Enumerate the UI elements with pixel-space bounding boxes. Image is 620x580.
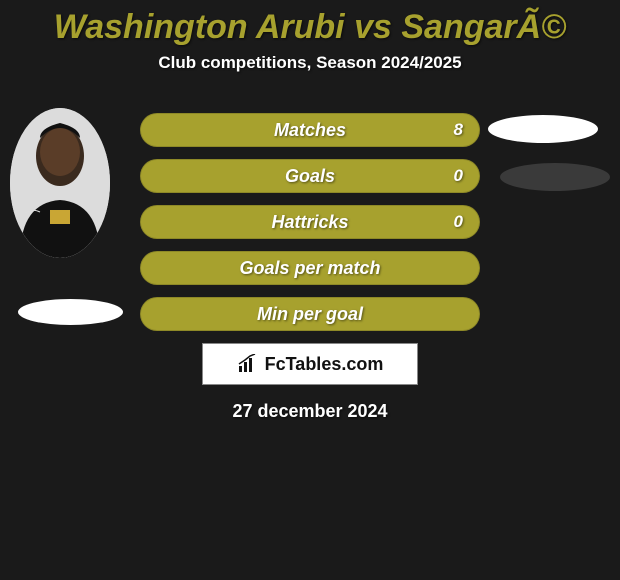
stat-label: Min per goal (257, 304, 363, 325)
comparison-body: Matches 8 Goals 0 Hattricks 0 Goals per … (0, 113, 620, 422)
competition-subtitle: Club competitions, Season 2024/2025 (0, 53, 620, 73)
stat-bar-goals-per-match: Goals per match (140, 251, 480, 285)
avatar-image (10, 108, 110, 258)
stat-label: Goals per match (239, 258, 380, 279)
stat-label: Hattricks (271, 212, 348, 233)
player2-placeholder-2 (500, 163, 610, 191)
player2-name: SangarÃ© (401, 8, 566, 46)
player1-placeholder-bottom (18, 299, 123, 325)
snapshot-date: 27 december 2024 (0, 401, 620, 422)
logo-text: FcTables.com (265, 354, 384, 375)
stat-label: Goals (285, 166, 335, 187)
source-logo[interactable]: FcTables.com (202, 343, 418, 385)
player1-name: Washington Arubi (54, 8, 345, 46)
stat-bars: Matches 8 Goals 0 Hattricks 0 Goals per … (140, 113, 480, 331)
stat-label: Matches (274, 120, 346, 141)
stat-value: 8 (454, 120, 463, 140)
stat-bar-matches: Matches 8 (140, 113, 480, 147)
stat-bar-min-per-goal: Min per goal (140, 297, 480, 331)
stat-value: 0 (454, 166, 463, 186)
comparison-title: Washington Arubi vs SangarÃ© (0, 0, 620, 47)
stat-bar-goals: Goals 0 (140, 159, 480, 193)
player2-placeholder-1 (488, 115, 598, 143)
vs-separator: vs (354, 8, 392, 46)
stat-bar-hattricks: Hattricks 0 (140, 205, 480, 239)
stat-value: 0 (454, 212, 463, 232)
chart-icon (237, 354, 259, 374)
player1-avatar (10, 108, 110, 258)
